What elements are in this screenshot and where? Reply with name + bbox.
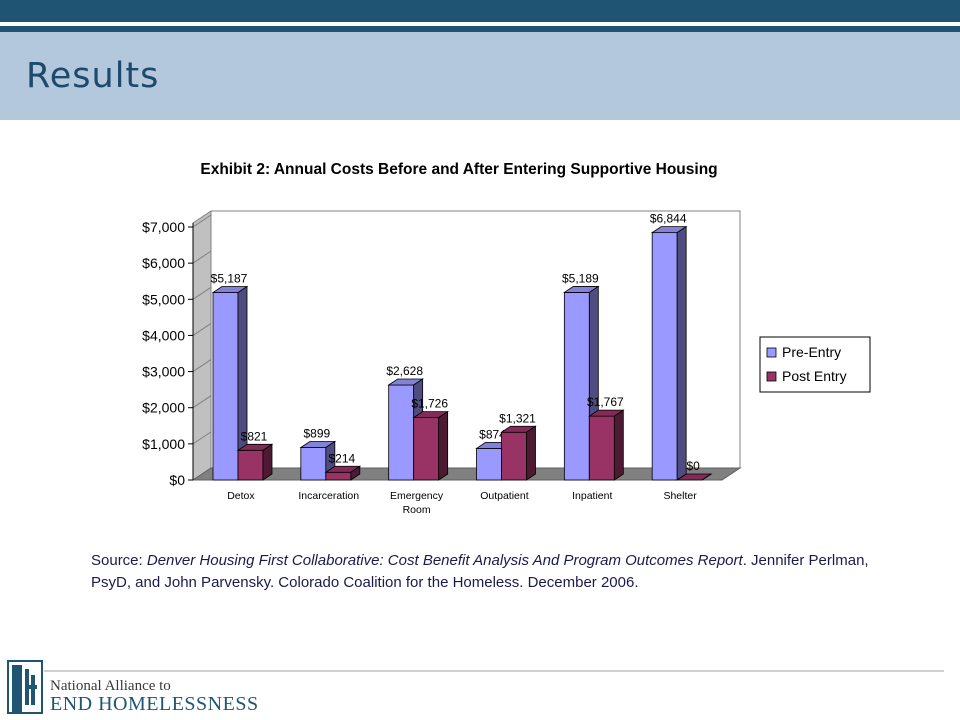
bar-pre-entry-front <box>476 448 502 481</box>
source-report-title: Denver Housing First Collaborative: Cost… <box>146 552 743 569</box>
legend-label: Pre-Entry <box>782 344 841 360</box>
chart-side-wall <box>192 210 212 481</box>
bar-post-entry-side <box>262 443 273 481</box>
source-prefix: Source: <box>91 552 147 569</box>
gridline-side <box>192 214 212 228</box>
x-category-label: Room <box>403 504 431 516</box>
bar-pre-entry-front <box>651 232 678 481</box>
house-logo-icon <box>7 660 43 714</box>
legend-box <box>759 336 871 393</box>
logo-text-line2: END HOMELESSNESS <box>50 693 259 715</box>
bar-pre-entry-value-label: $874 <box>479 427 506 441</box>
y-tick-label: $7,000 <box>142 219 185 235</box>
bar-post-entry-value-label: $1,767 <box>587 395 624 409</box>
x-category-label: Outpatient <box>480 490 529 502</box>
bar-post-entry-value-label: $0 <box>686 459 700 473</box>
x-category-label: Detox <box>227 490 255 502</box>
slide-title: Results <box>26 56 160 96</box>
bar-post-entry-side <box>438 410 449 481</box>
y-tick-label: $5,000 <box>142 291 185 307</box>
header-strip-lower <box>0 26 960 32</box>
bar-post-entry-front <box>325 471 352 481</box>
bar-pre-entry-front <box>212 292 239 481</box>
gridline-side <box>192 359 212 372</box>
bar-pre-entry-front <box>388 384 415 481</box>
chart-title: Exhibit 2: Annual Costs Before and After… <box>200 161 718 178</box>
gridline-side <box>192 323 212 336</box>
gridline-side <box>192 250 212 264</box>
bar-pre-entry-front <box>563 292 590 481</box>
y-tick-label: $0 <box>169 472 185 488</box>
gridline-side <box>192 431 212 445</box>
bar-pre-entry-value-label: $5,189 <box>562 271 599 285</box>
gridline-side <box>192 286 212 300</box>
y-tick-label: $1,000 <box>142 436 185 452</box>
bar-post-entry-side <box>613 409 624 481</box>
bar-post-entry-front <box>413 417 440 481</box>
header-strip <box>0 0 960 22</box>
bar-pre-entry-front <box>300 447 327 481</box>
legend-swatch <box>766 347 777 358</box>
y-tick-label: $4,000 <box>142 327 185 343</box>
legend-swatch <box>766 371 777 382</box>
bar-post-entry-front <box>501 431 527 481</box>
y-tick-label: $2,000 <box>142 400 185 416</box>
bar-pre-entry-value-label: $6,844 <box>650 212 687 226</box>
gridline-side <box>192 395 212 409</box>
y-tick-label: $6,000 <box>142 255 185 271</box>
bar-post-entry-side <box>526 425 536 481</box>
bar-post-entry-top <box>675 473 713 481</box>
bar-post-entry-front <box>237 449 264 481</box>
bar-post-entry-value-label: $1,321 <box>499 411 536 425</box>
bar-post-entry-front <box>588 415 615 481</box>
x-category-label: Inpatient <box>572 490 612 502</box>
source-citation: Source: Denver Housing First Collaborati… <box>91 550 871 594</box>
x-category-label: Shelter <box>663 490 697 502</box>
bar-pre-entry-value-label: $5,187 <box>211 272 248 286</box>
bar-post-entry-value-label: $1,726 <box>411 397 448 411</box>
header-divider <box>0 22 960 26</box>
x-category-label: Incarceration <box>298 490 359 502</box>
legend-label: Post Entry <box>782 368 847 384</box>
bar-pre-entry-side <box>676 225 687 481</box>
x-category-label: Emergency <box>390 490 444 502</box>
bar-chart: $0 $1,000 $2,000 $3,000 $4,000 $5,000 $6,000 $7… <box>142 210 871 516</box>
footer-divider <box>44 670 944 672</box>
bar-post-entry-side <box>350 465 361 481</box>
source-details: . Jennifer Perlman, PsyD, and John Parve… <box>91 552 869 591</box>
bar-pre-entry-value-label: $2,628 <box>386 364 423 378</box>
y-tick-label: $3,000 <box>142 364 185 380</box>
logo-text-line1: National Alliance to <box>50 678 171 694</box>
bar-post-entry-value-label: $214 <box>328 451 355 465</box>
bar-pre-entry-value-label: $899 <box>303 427 330 441</box>
bar-post-entry-value-label: $821 <box>241 429 268 443</box>
